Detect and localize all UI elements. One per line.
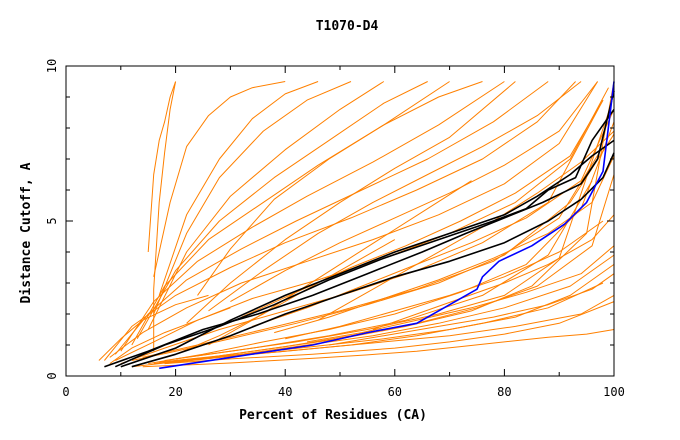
series-line-39: [164, 282, 604, 365]
x-tick-label: 80: [497, 385, 511, 399]
x-tick-label: 40: [278, 385, 292, 399]
y-tick-label: 10: [45, 59, 59, 73]
series-line-0: [142, 329, 615, 368]
series-line-35: [208, 180, 472, 346]
series-line-17: [136, 81, 428, 340]
series-line-15: [120, 81, 505, 352]
series-line-5: [153, 81, 615, 365]
series-line-20: [158, 81, 319, 296]
series-line-6: [175, 180, 593, 360]
series-line-43: [104, 90, 615, 368]
y-axis-label: Distance Cutoff, A: [19, 162, 34, 303]
series-line-32: [307, 245, 615, 343]
series-layer: [98, 81, 615, 370]
series-line-40: [186, 254, 615, 361]
series-line-18: [147, 81, 385, 330]
series-line-25: [186, 81, 516, 324]
x-tick-label: 60: [388, 385, 402, 399]
series-line-24: [197, 81, 483, 296]
series-line-34: [175, 239, 396, 355]
series-line-22: [147, 81, 177, 253]
x-axis-label: Percent of Residues (CA): [239, 408, 427, 423]
series-line-1: [164, 301, 615, 365]
series-line-36: [317, 130, 615, 321]
tick-layer: 0 20 40 60 80 100 0 5 10: [45, 59, 625, 399]
series-line-10: [120, 99, 604, 365]
y-tick-label: 5: [45, 217, 59, 224]
y-tick-label: 0: [45, 372, 59, 379]
series-line-41: [98, 294, 209, 361]
series-line-27: [230, 81, 598, 303]
series-line-11: [115, 87, 609, 361]
series-line-37: [372, 214, 615, 330]
series-line-16: [131, 81, 450, 346]
series-line-21: [153, 81, 286, 277]
series-line-12: [109, 81, 599, 358]
x-tick-label: 20: [168, 385, 182, 399]
series-line-7: [148, 121, 615, 365]
x-tick-label: 100: [603, 385, 625, 399]
series-line-47: [159, 81, 615, 370]
series-line-19: [153, 81, 352, 315]
series-line-26: [208, 81, 582, 312]
series-line-42: [109, 307, 231, 365]
series-line-46: [131, 152, 615, 368]
series-line-45: [120, 139, 615, 368]
chart-title: T1070-D4: [316, 19, 379, 34]
series-line-31: [285, 220, 604, 340]
series-line-33: [328, 273, 615, 346]
series-line-23: [153, 81, 177, 352]
x-tick-label: 0: [62, 385, 69, 399]
series-line-30: [274, 155, 615, 334]
